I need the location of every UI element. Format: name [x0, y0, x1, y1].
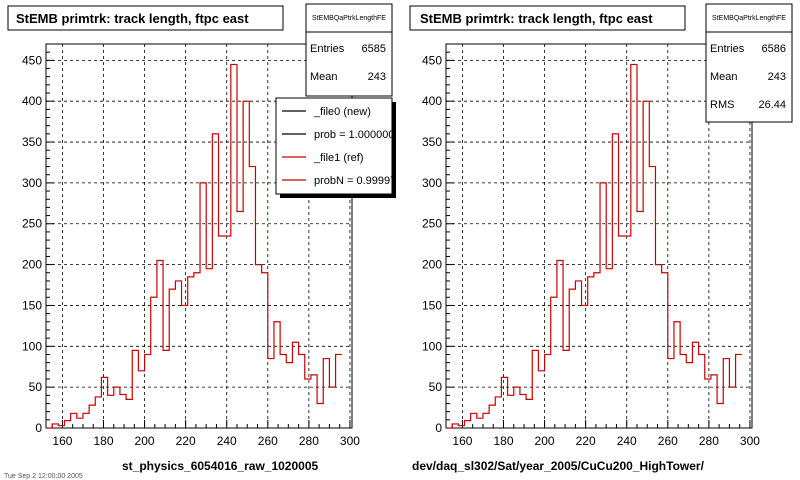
legend-entry-label: _file0 (new) [313, 106, 371, 118]
histogram-series [46, 63, 342, 429]
x-tick-label: 280 [699, 434, 719, 448]
x-tick-label: 240 [617, 434, 637, 448]
y-tick-label: 0 [35, 421, 42, 435]
y-tick-label: 150 [422, 298, 442, 312]
histogram-title: StEMB primtrk: track length, ftpc east [16, 11, 249, 26]
stats-histogram-name: StEMBQaPtrkLengthFE [712, 15, 786, 22]
stats-value: 243 [768, 71, 786, 83]
x-tick-label: 220 [176, 434, 196, 448]
x-tick-label: 280 [299, 434, 319, 448]
y-tick-label: 200 [422, 258, 442, 272]
y-tick-label: 100 [422, 339, 442, 353]
stats-value: 26.44 [758, 99, 786, 111]
right-histogram-pad: StEMB primtrk: track length, ftpc east d… [409, 3, 793, 473]
x-tick-label: 160 [452, 434, 472, 448]
y-tick-label: 100 [22, 339, 42, 353]
y-tick-label: 0 [435, 421, 442, 435]
y-tick-label: 250 [22, 217, 42, 231]
x-tick-label: 300 [740, 434, 760, 448]
legend-entry-label: probN = 0.99997 [314, 175, 396, 187]
x-tick-label: 160 [52, 434, 72, 448]
x-tick-label: 200 [535, 434, 555, 448]
y-tick-label: 350 [422, 135, 442, 149]
y-tick-label: 400 [22, 94, 42, 108]
y-tick-label: 50 [29, 380, 43, 394]
legend-entry-label: _file1 (ref) [313, 152, 364, 164]
stats-value: 6585 [362, 43, 386, 55]
y-tick-label: 300 [22, 176, 42, 190]
y-tick-label: 250 [422, 217, 442, 231]
legend-box [275, 97, 393, 195]
stats-label: Mean [310, 71, 338, 83]
x-axis-label: dev/daq_sl302/Sat/year_2005/CuCu200_High… [412, 459, 705, 473]
title-box [409, 5, 686, 31]
plot-frame [445, 43, 753, 429]
y-tick-label: 50 [429, 380, 443, 394]
title-box [7, 5, 284, 31]
x-tick-label: 180 [93, 434, 113, 448]
histogram-series [446, 63, 742, 429]
x-tick-label: 200 [135, 434, 155, 448]
legend-entry-label: prob = 1.000000 [314, 129, 394, 141]
stats-value: 243 [368, 71, 386, 83]
histogram-title: StEMB primtrk: track length, ftpc east [420, 11, 653, 26]
left-histogram-pad: StEMB primtrk: track length, ftpc east s… [7, 3, 396, 473]
stats-label: Entries [710, 43, 745, 55]
stats-histogram-name: StEMBQaPtrkLengthFE [312, 15, 386, 22]
stats-label: Mean [710, 71, 738, 83]
y-tick-label: 300 [422, 176, 442, 190]
y-tick-label: 350 [22, 135, 42, 149]
x-tick-label: 180 [493, 434, 513, 448]
x-axis-label: st_physics_6054016_raw_1020005 [122, 459, 318, 473]
y-tick-label: 450 [22, 53, 42, 67]
footer-date: Tue Sep 2 12:00:00 2005 [4, 473, 83, 480]
y-tick-label: 450 [422, 53, 442, 67]
y-tick-label: 200 [22, 258, 42, 272]
stats-value: 6586 [762, 43, 786, 55]
x-tick-label: 260 [258, 434, 278, 448]
y-tick-label: 150 [22, 298, 42, 312]
x-tick-label: 260 [658, 434, 678, 448]
x-tick-label: 300 [340, 434, 360, 448]
stats-label: RMS [710, 99, 734, 111]
y-tick-label: 400 [422, 94, 442, 108]
x-tick-label: 240 [217, 434, 237, 448]
stats-box [705, 3, 793, 123]
stats-box [305, 3, 393, 97]
x-tick-label: 220 [576, 434, 596, 448]
stats-label: Entries [310, 43, 345, 55]
